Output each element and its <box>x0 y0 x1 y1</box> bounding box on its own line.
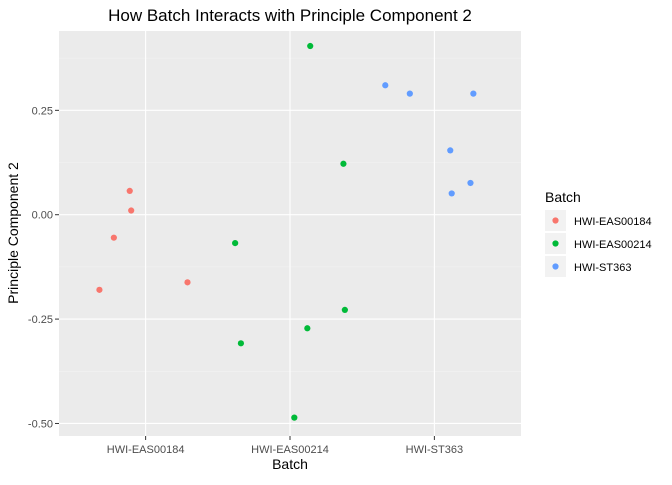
x-tick-label: HWI-ST363 <box>406 444 463 456</box>
legend-title: Batch <box>545 189 581 205</box>
y-tick-label: -0.50 <box>28 418 53 430</box>
data-point <box>307 42 314 50</box>
x-tick-label: HWI-EAS00184 <box>107 444 185 456</box>
legend-label: HWI-EAS00184 <box>574 216 652 228</box>
data-point <box>291 414 298 421</box>
data-point <box>126 187 133 195</box>
data-point <box>304 325 311 332</box>
legend-marker <box>552 217 559 224</box>
y-axis-ticks: -0.50 -0.25 0.00 0.25 <box>28 105 59 430</box>
data-point <box>128 207 135 214</box>
data-point <box>447 147 454 154</box>
legend-marker <box>552 263 559 270</box>
y-tick-label: 0.00 <box>32 210 53 222</box>
data-point <box>237 340 245 347</box>
legend-label: HWI-EAS00214 <box>574 239 652 251</box>
gridlines <box>59 31 521 436</box>
y-tick-label: -0.25 <box>28 314 53 326</box>
data-point <box>470 90 477 97</box>
data-point <box>110 234 117 241</box>
legend-marker <box>552 240 559 247</box>
data-point <box>184 279 191 286</box>
legend: Batch HWI-EAS00184 HWI-EAS00214 HWI-ST363 <box>545 189 652 277</box>
data-point <box>406 90 413 97</box>
data-point <box>232 240 239 247</box>
x-axis-ticks: HWI-EAS00184 HWI-EAS00214 HWI-ST363 <box>107 436 463 456</box>
data-point <box>382 82 389 89</box>
x-tick-label: HWI-EAS00214 <box>251 444 329 456</box>
x-axis-title: Batch <box>272 456 308 472</box>
legend-label: HWI-ST363 <box>574 262 631 274</box>
chart-title: How Batch Interacts with Principle Compo… <box>108 6 472 25</box>
data-points <box>96 42 477 421</box>
data-point <box>467 179 474 187</box>
y-tick-label: 0.25 <box>32 105 53 117</box>
data-point <box>96 286 103 293</box>
data-point <box>341 306 348 314</box>
data-point <box>448 190 455 197</box>
data-point <box>340 160 347 167</box>
y-axis-title: Principle Component 2 <box>5 162 21 304</box>
